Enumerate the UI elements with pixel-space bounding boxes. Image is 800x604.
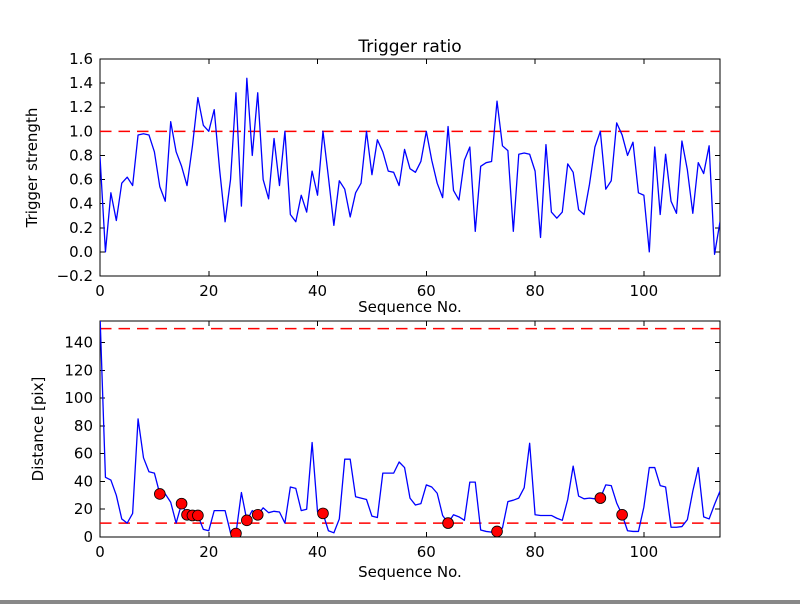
matched-points-marker (154, 488, 166, 500)
y-tick-label: 40 (74, 472, 93, 490)
top-plot: Trigger ratio Trigger strength Sequence … (23, 37, 721, 316)
x-tick-label: 60 (417, 282, 436, 300)
bottom-x-axis-label: Sequence No. (358, 563, 462, 581)
x-tick-label: 0 (95, 543, 105, 561)
matched-points-marker (491, 525, 503, 537)
y-tick-label: 140 (64, 334, 93, 352)
bottom-y-axis-label: Distance [pix] (29, 377, 47, 482)
y-tick-label: 0.6 (69, 171, 93, 189)
y-tick-label: 0.2 (69, 219, 93, 237)
x-tick-label: 80 (526, 543, 545, 561)
matched-points-marker (251, 508, 264, 521)
y-tick-label: 0.0 (69, 243, 93, 261)
x-tick-label: 60 (417, 543, 436, 561)
matched-points-marker (317, 507, 329, 520)
y-tick-label: 1.0 (69, 122, 93, 140)
y-tick-label: 1.4 (69, 74, 93, 92)
x-tick-label: 20 (199, 282, 218, 300)
y-tick-label: 120 (64, 361, 93, 379)
top-x-axis-label: Sequence No. (358, 298, 462, 316)
distance-pix-line (100, 321, 720, 535)
y-tick-label: 60 (74, 445, 93, 463)
y-tick-label: 0 (83, 528, 93, 546)
matched-points-marker (230, 527, 242, 537)
top-plot-area: 0 20 40 60 80 100 −0.2 0.0 0.2 0.4 0.6 0.8 1.0 1.2 1.4… (57, 50, 721, 300)
bottom-plot: Distance [pix] Sequence No. 0 20 40 60 80 100… (29, 320, 721, 581)
page-title: Trigger ratio (357, 37, 461, 57)
x-tick-label: 100 (630, 543, 659, 561)
y-tick-label: 1.6 (69, 50, 93, 68)
top-y-axis-label: Trigger strength (23, 108, 41, 229)
y-tick-label: 0.8 (69, 146, 93, 164)
y-tick-label: 1.2 (69, 98, 93, 116)
x-tick-label: 20 (199, 543, 218, 561)
y-tick-label: 20 (74, 500, 93, 518)
bottom-plot-area: 0 20 40 60 80 100 0 20 40 60 80 100 120 140 (64, 320, 721, 561)
x-tick-label: 80 (526, 282, 545, 300)
x-tick-label: 40 (308, 282, 327, 300)
matched-points-marker (241, 514, 253, 527)
matched-points-marker (594, 492, 607, 504)
matched-points-marker (616, 508, 628, 521)
trigger-strength-line (100, 77, 720, 255)
matched-points-marker (175, 497, 188, 510)
matched-points-marker (442, 517, 454, 529)
y-tick-label: 100 (64, 389, 93, 407)
x-tick-label: 0 (95, 282, 105, 300)
x-tick-label: 40 (308, 543, 327, 561)
matched-points-marker (192, 509, 204, 522)
y-tick-label: 0.4 (69, 195, 93, 213)
y-tick-label: −0.2 (57, 267, 93, 285)
plot-frame (99, 320, 721, 538)
y-tick-label: 80 (74, 417, 93, 435)
x-tick-label: 100 (630, 282, 659, 300)
